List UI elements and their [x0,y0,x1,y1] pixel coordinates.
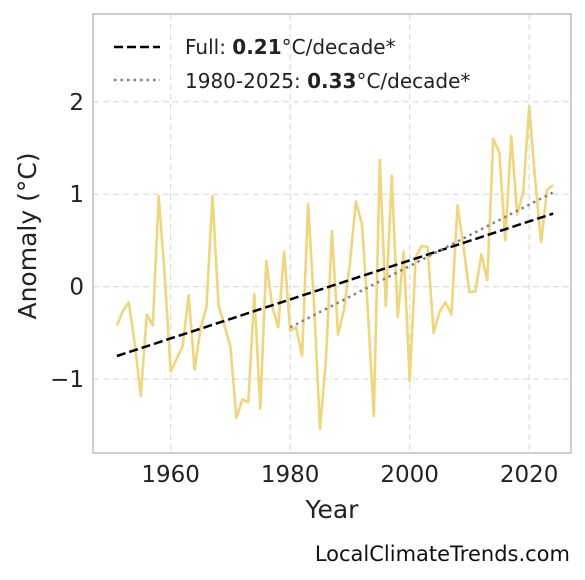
tick-labels: 1960 1980 2000 2020 −1 0 1 2 [50,90,558,488]
x-tick-label: 1980 [261,462,320,488]
x-axis-title: Year [305,495,360,524]
plot-frame [92,13,572,454]
trend-line-full [116,212,554,358]
legend-entry-full: Full: 0.21°C/decade* [185,35,396,59]
y-tick-label: 0 [69,275,84,301]
legend-full-suffix: °C/decade* [282,35,396,59]
legend: Full: 0.21°C/decade* 1980-2025: 0.33°C/d… [114,35,470,93]
x-tick-label: 1960 [141,462,200,488]
watermark: LocalClimateTrends.com [315,542,570,566]
y-tick-label: 2 [69,90,84,116]
x-tick-label: 2000 [380,462,439,488]
y-tick-label: 1 [69,182,84,208]
y-axis-title: Anomaly (°C) [13,152,42,319]
legend-recent-prefix: 1980-2025: [185,69,307,93]
legend-recent-suffix: °C/decade* [356,69,470,93]
series-line-annual [115,105,554,431]
x-tick-label: 2020 [500,462,559,488]
y-tick-label: −1 [50,367,84,393]
legend-entry-recent: 1980-2025: 0.33°C/decade* [185,69,470,93]
legend-full-prefix: Full: [185,35,232,59]
series-layer [115,105,554,431]
legend-full-value: 0.21 [232,35,281,59]
legend-recent-value: 0.33 [307,69,356,93]
